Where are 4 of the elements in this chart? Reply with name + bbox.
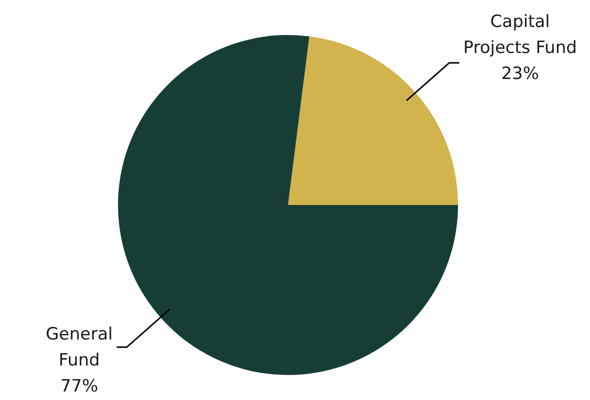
slice-label: General Fund	[46, 324, 113, 371]
data-label: 77%	[60, 376, 98, 397]
slice-label: Capital Projects Fund	[463, 12, 577, 58]
data-label: 23%	[501, 64, 539, 84]
